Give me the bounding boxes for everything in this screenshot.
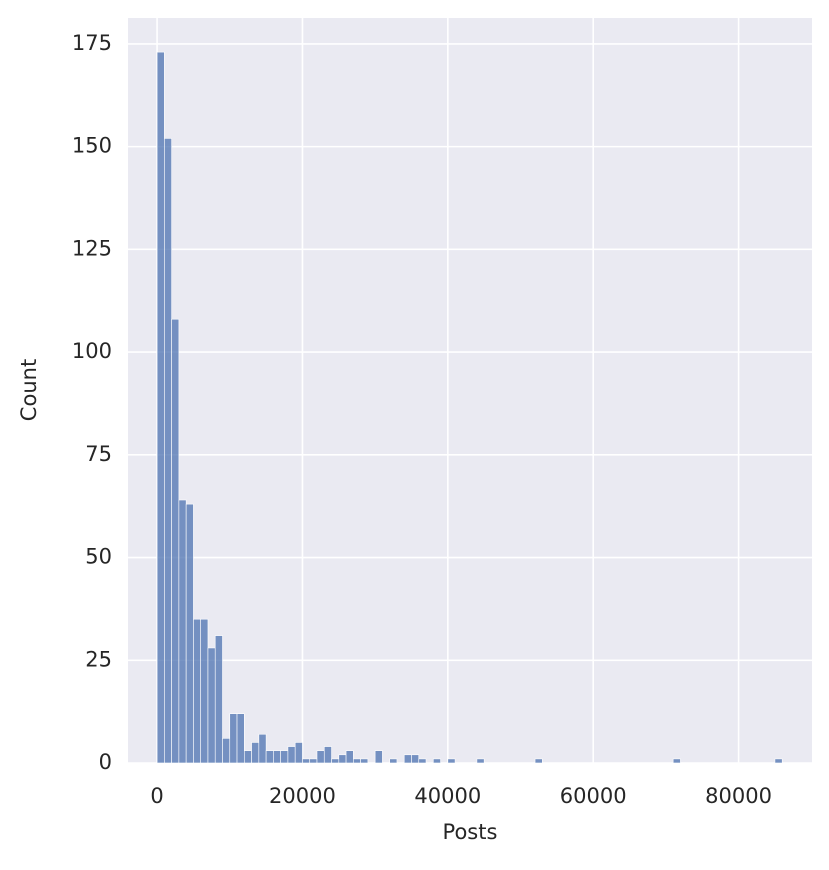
y-tick-label: 25 — [85, 647, 112, 671]
bar — [273, 750, 281, 764]
y-tick-label: 150 — [72, 134, 112, 158]
bar — [156, 51, 165, 764]
y-tick-label: 75 — [85, 442, 112, 466]
bar — [374, 750, 383, 764]
bar — [287, 746, 296, 764]
x-tick-label: 0 — [150, 784, 163, 808]
y-tick-label: 0 — [99, 750, 112, 774]
x-tick-label: 20000 — [269, 784, 336, 808]
bar — [353, 758, 361, 764]
x-tick-label: 40000 — [414, 784, 481, 808]
bar — [774, 758, 783, 764]
bar — [207, 647, 216, 764]
bar — [229, 713, 238, 764]
bar — [331, 758, 340, 764]
bar — [193, 618, 201, 764]
bar — [672, 758, 681, 764]
y-axis-label: Count — [17, 359, 41, 421]
bar — [403, 754, 412, 764]
x-tick-label: 60000 — [560, 784, 627, 808]
bar — [411, 754, 420, 764]
plot-area — [128, 18, 812, 763]
y-tick-label: 100 — [72, 339, 112, 363]
bar — [418, 758, 427, 764]
bar — [244, 750, 252, 764]
bar — [309, 758, 318, 764]
bar — [534, 758, 543, 764]
bar — [222, 738, 231, 764]
bar — [345, 750, 354, 764]
bar — [200, 618, 209, 764]
bar — [323, 746, 332, 764]
y-tick-label: 175 — [72, 31, 112, 55]
x-tick-label: 80000 — [705, 784, 772, 808]
bar — [258, 733, 267, 764]
bar — [236, 713, 245, 764]
bar — [447, 758, 456, 764]
x-axis-label: Posts — [443, 820, 498, 844]
bar — [214, 635, 223, 764]
bar — [338, 754, 347, 764]
bar — [265, 750, 274, 764]
bar — [280, 750, 289, 764]
bar — [164, 138, 172, 764]
bar — [360, 758, 369, 764]
bar — [432, 758, 441, 764]
bar — [316, 750, 325, 764]
bar — [178, 499, 187, 764]
y-tick-label: 125 — [72, 236, 112, 260]
bar — [294, 742, 303, 764]
bar — [171, 318, 180, 764]
bar — [251, 742, 260, 764]
bar — [389, 758, 398, 764]
bar — [185, 503, 194, 764]
bar — [476, 758, 485, 764]
y-tick-label: 50 — [85, 545, 112, 569]
bar — [302, 758, 311, 764]
